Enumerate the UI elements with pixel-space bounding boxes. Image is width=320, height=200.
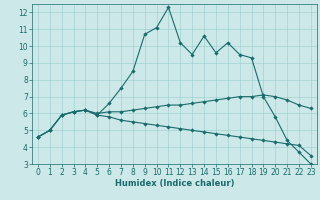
X-axis label: Humidex (Indice chaleur): Humidex (Indice chaleur) <box>115 179 234 188</box>
